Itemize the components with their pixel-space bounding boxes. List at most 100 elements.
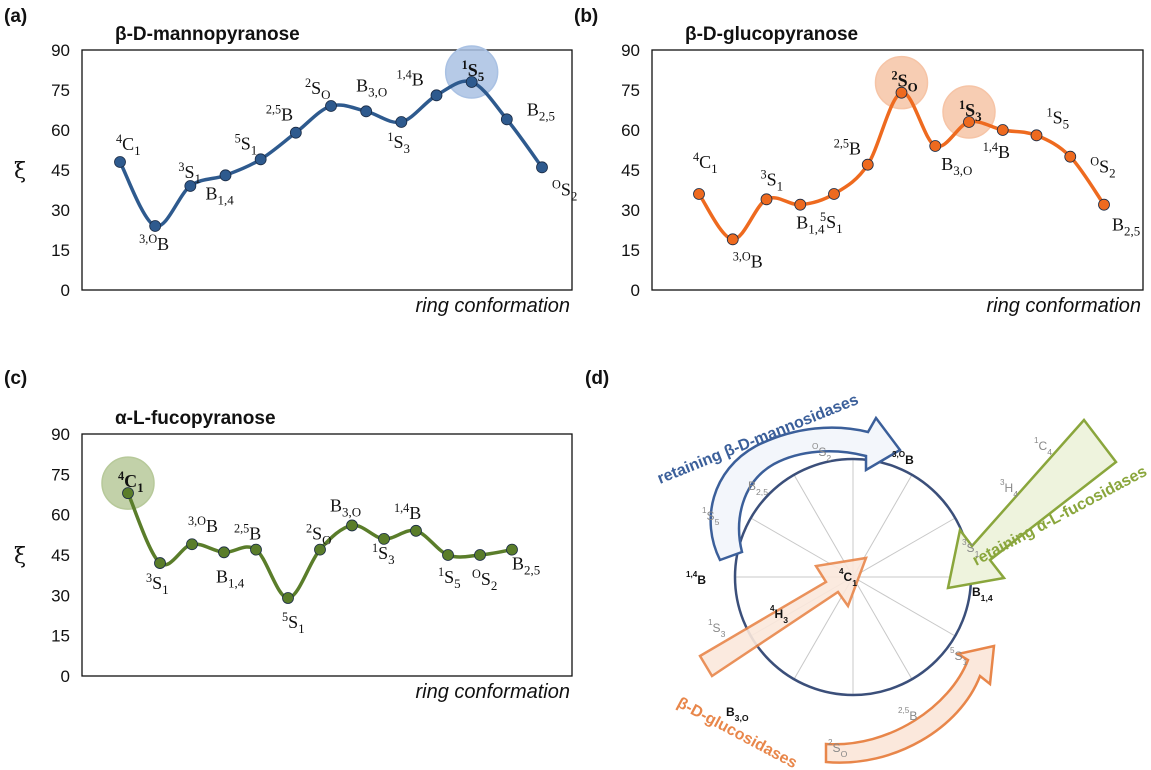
chart-title: β-D-glucopyranose	[685, 24, 858, 45]
wheel-rim-label: 1,4B	[686, 570, 706, 587]
y-tick-label: 0	[61, 281, 70, 300]
chart-glucopyranose: β-D-glucopyranose 0 15 30 45 60 75 90 ring confo…	[621, 24, 1144, 317]
data-point	[149, 220, 162, 232]
y-tick-label: 75	[621, 81, 640, 100]
plot-frame	[81, 433, 573, 677]
wheel-spoke	[852, 576, 913, 680]
data-point	[219, 169, 232, 182]
data-point	[114, 156, 126, 168]
data-point	[828, 188, 840, 200]
data-point	[1030, 129, 1043, 142]
conformation-label: OS2	[472, 567, 497, 593]
wheel-rim-label: 3,OB	[892, 450, 914, 467]
y-tick-label: 0	[61, 667, 70, 686]
chart-title: β-D-mannopyranose	[115, 24, 300, 45]
conformation-label: B3,O	[356, 75, 387, 99]
y-tick-label: 60	[51, 121, 70, 140]
glucosidase-label: β-D-glucosidases	[674, 695, 800, 770]
data-point	[184, 180, 197, 192]
y-tick-label: 60	[621, 121, 640, 140]
data-point	[325, 100, 337, 112]
panel-label-d: (d)	[585, 368, 609, 389]
y-tick-label: 15	[51, 241, 70, 260]
data-point	[395, 116, 408, 128]
conformation-label: 1S5	[438, 565, 461, 591]
plot-frame	[651, 49, 1144, 291]
conformation-label: B3,O	[330, 495, 361, 519]
y-tick-label: 0	[631, 281, 640, 300]
wheel-rim-label: 5S1	[950, 646, 968, 667]
data-point	[963, 116, 975, 128]
y-tick-label: 75	[51, 81, 70, 100]
conformation-label: 2SO	[306, 522, 332, 548]
data-point	[282, 592, 294, 604]
data-point	[500, 113, 513, 126]
data-point	[430, 89, 443, 102]
mannosidase-arrow	[709, 415, 902, 562]
data-point	[465, 76, 478, 88]
conformation-label: 3S1	[146, 571, 169, 597]
conformation-label: 2,5B	[834, 137, 861, 159]
y-axis-label: ξ	[14, 544, 26, 569]
data-point	[154, 557, 166, 569]
conformation-label: 4C1	[693, 150, 718, 176]
wheel-spoke	[852, 517, 956, 578]
data-point	[218, 546, 230, 559]
y-tick-label: 15	[621, 241, 640, 260]
conformation-label: 2,5B	[234, 522, 261, 544]
y-tick-label: 60	[51, 506, 70, 525]
conformation-label: 1,4B	[394, 501, 421, 523]
conformation-label: 4C1	[116, 132, 141, 158]
y-tick-label: 15	[51, 627, 70, 646]
panel-label-a: (a)	[4, 6, 27, 27]
data-point	[250, 543, 262, 556]
highlight-circle	[942, 85, 996, 139]
conformation-label: 4C1	[118, 469, 144, 495]
conformation-label: 3S1	[761, 167, 784, 193]
y-tick-label: 30	[621, 201, 640, 220]
conformation-label: B3,O	[941, 154, 972, 178]
y-tick-label: 45	[621, 161, 640, 180]
wheel-rim-label: OS2	[812, 442, 831, 463]
wheel-fuco-label: 1C4	[1034, 436, 1052, 457]
highlight-circle	[874, 55, 929, 110]
wheel-rim-label: B2,5	[748, 479, 768, 497]
wheel-rim-label: 2SO	[828, 738, 848, 759]
conformation-label: 5S1	[282, 610, 305, 636]
data-point	[410, 524, 422, 537]
conformation-label: 3,OB	[139, 232, 169, 254]
conformation-label: 1,4B	[983, 140, 1010, 162]
y-tick-label: 90	[51, 425, 70, 444]
y-tick-label: 30	[51, 201, 70, 220]
chart-mannopyranose: β-D-mannopyranose 0 15 30 45 60 75 90 ξ ring conf…	[14, 24, 577, 317]
x-axis-label: ring conformation	[415, 681, 570, 703]
data-point	[442, 549, 454, 561]
conformation-label: 3,OB	[733, 249, 763, 271]
wheel-spoke	[793, 474, 854, 578]
highlight-circle	[444, 45, 499, 99]
data-point	[474, 549, 486, 561]
panel-label-b: (b)	[574, 6, 598, 27]
wheel-rim-label: 2,5B	[898, 706, 917, 723]
glucosidase-arrow-curved	[824, 644, 996, 764]
conformation-label: 5S1	[820, 210, 843, 236]
wheel-rim-label: B1,4	[972, 585, 993, 603]
x-axis-label: ring conformation	[415, 295, 570, 317]
data-point	[289, 126, 302, 139]
conformation-label: 1S3	[387, 130, 410, 156]
data-point	[346, 519, 358, 532]
y-tick-label: 30	[51, 586, 70, 605]
conformation-label: 1S5	[462, 58, 485, 84]
wheel-fuco-label: 3H4	[1000, 478, 1018, 499]
glucosidase-arrow-straight	[698, 556, 868, 678]
data-point	[360, 105, 373, 118]
conformation-label: 2SO	[892, 69, 918, 95]
y-tick-label: 45	[51, 161, 70, 180]
data-point	[506, 543, 518, 556]
data-point	[186, 538, 198, 551]
series-line	[697, 90, 1106, 242]
chart-fucopyranose: α-L-fucopyranose 0 15 30 45 60 75 90 ξ ring confo…	[14, 408, 573, 703]
conformation-label: B2,5	[1112, 215, 1140, 239]
x-axis-label: ring conformation	[986, 295, 1141, 317]
